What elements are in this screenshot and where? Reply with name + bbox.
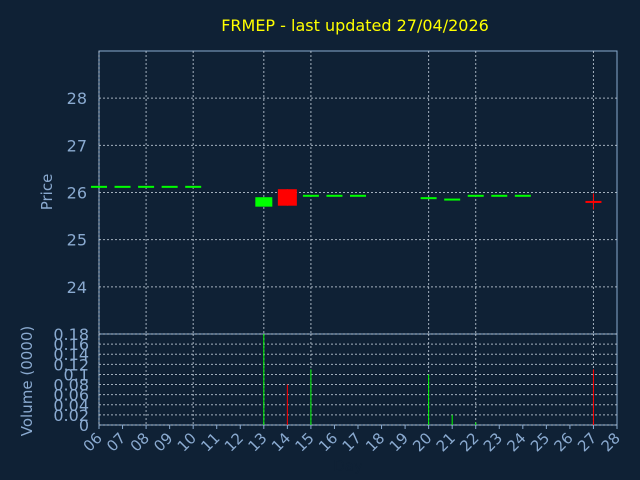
price-panel: 24 25 26 27 28 — [67, 50, 618, 335]
volume-tick-label: 0.06 — [53, 386, 89, 405]
volume-tick-label: 0.14 — [53, 345, 89, 364]
price-axis-label: Price — [38, 174, 56, 211]
chart-title: FRMEP - last updated 27/04/2026 — [221, 16, 489, 35]
candle — [277, 189, 297, 206]
price-tick-label: 26 — [67, 184, 87, 203]
candle — [255, 197, 273, 207]
price-tick-label: 27 — [67, 136, 87, 155]
candle — [114, 185, 131, 188]
price-tick-label: 28 — [67, 89, 87, 108]
candle — [185, 185, 202, 188]
volume-tick-label: 0 — [79, 416, 89, 435]
volume-tick-label: 0.16 — [53, 335, 89, 354]
candle — [420, 197, 437, 200]
volume-tick-label: 0.1 — [64, 365, 89, 384]
price-tick-label: 24 — [67, 278, 87, 297]
volume-tick-label: 0.18 — [53, 325, 89, 344]
candle — [350, 194, 366, 197]
candle — [326, 194, 343, 197]
candle — [585, 200, 602, 203]
price-tick-label: 25 — [67, 231, 87, 250]
x-axis-label: Day — [333, 457, 363, 475]
candle — [91, 185, 107, 188]
candle — [138, 185, 155, 188]
candle — [444, 198, 461, 201]
volume-tick-label: 0.12 — [53, 355, 89, 374]
candle — [491, 194, 508, 197]
candle — [161, 185, 178, 188]
volume-tick-label: 0.02 — [53, 406, 89, 425]
volume-tick-label: 0.08 — [53, 376, 89, 395]
candle — [467, 194, 484, 197]
candle — [302, 194, 319, 197]
candle — [514, 194, 531, 197]
volume-tick-label: 0.04 — [53, 396, 89, 415]
volume-axis-label: Volume (0000) — [18, 326, 36, 436]
